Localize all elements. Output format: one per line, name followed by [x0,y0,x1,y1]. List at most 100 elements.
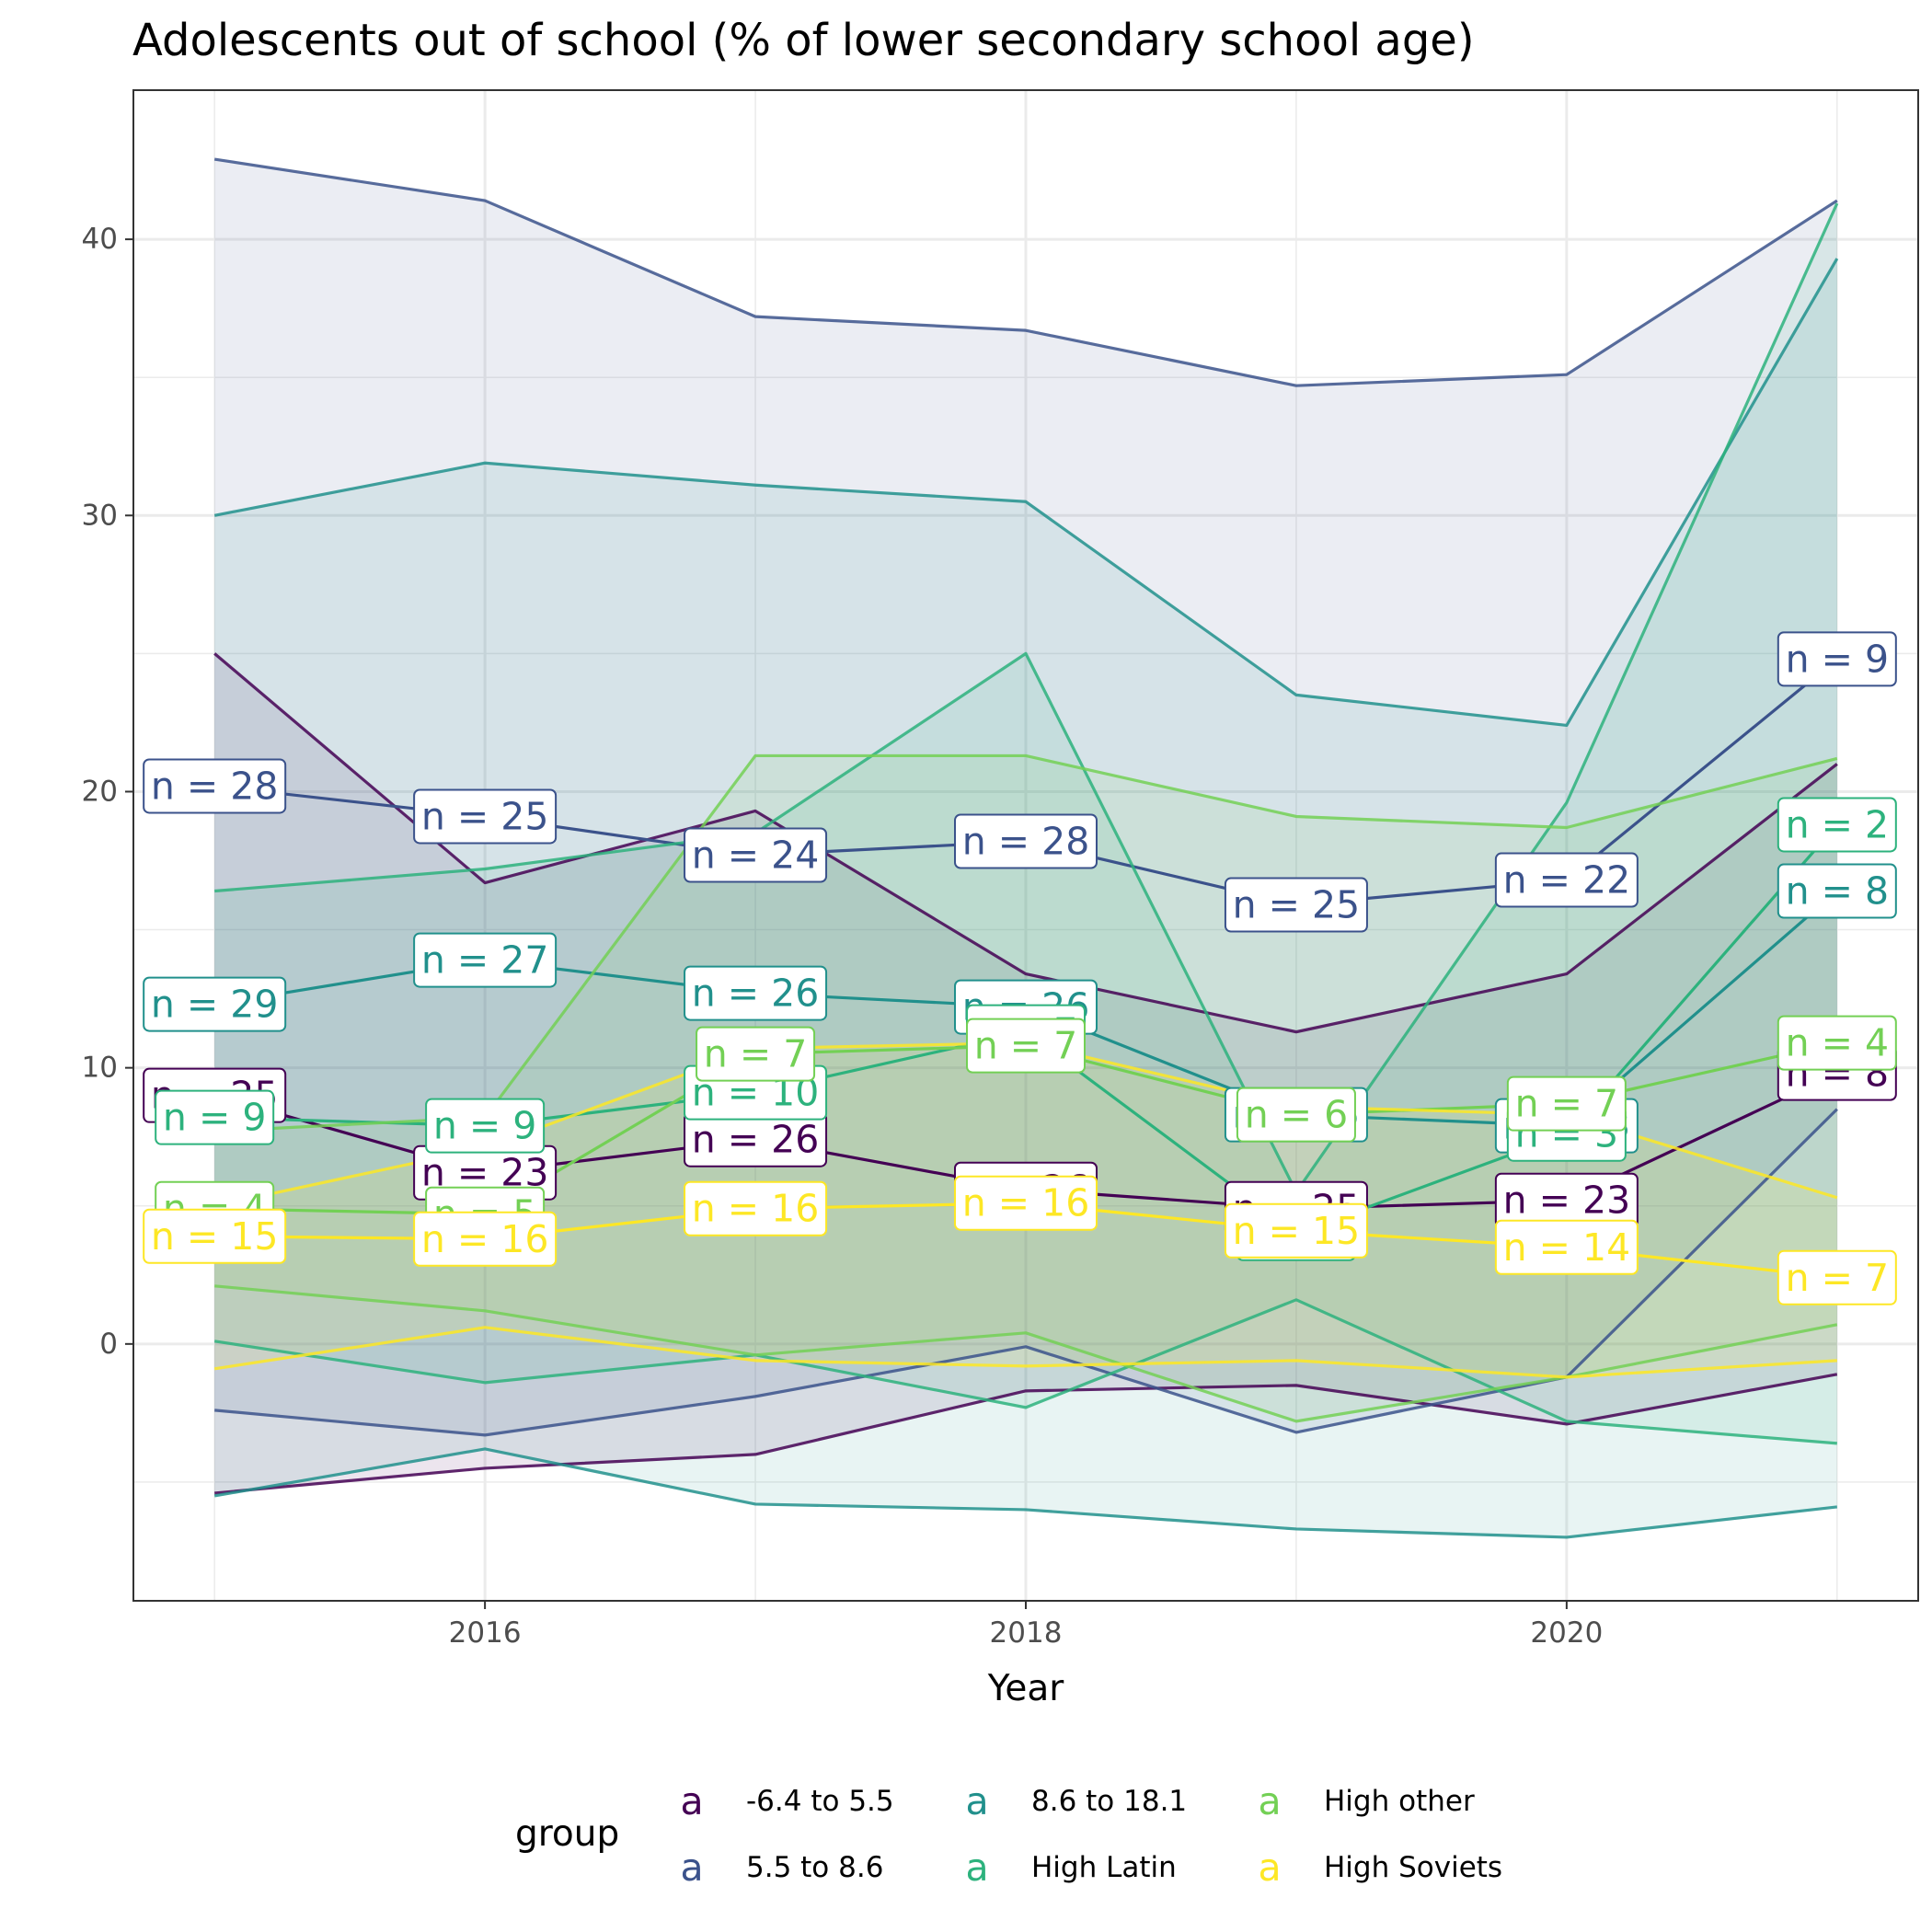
legend-item: a High Soviets [1258,1846,1502,1890]
n-label-box [696,1026,816,1082]
n-label: n = 16 [684,1180,828,1236]
n-label: n = 29 [143,976,287,1032]
n-label: n = 15 [1224,1202,1368,1259]
n-label: n = 22 [1494,852,1639,908]
ribbon [214,159,1837,1435]
lower-line [213,1447,1837,1539]
legend-label: High other [1324,1785,1475,1818]
n-label-box [1224,877,1368,933]
n-label: n = 14 [1494,1219,1639,1275]
n-label: n = 7 [966,1018,1086,1074]
n-label: n = 26 [684,1111,828,1167]
n-label-text: n = 6 [1245,1093,1349,1137]
n-label-box [1224,1202,1368,1259]
n-label-text: n = 9 [433,1104,537,1148]
n-label: n = 4 [1777,1015,1897,1071]
n-label-text: n = 7 [1515,1082,1619,1126]
x-tick-label: 2018 [990,1616,1063,1650]
n-label-box [1494,852,1639,908]
n-label-box [1777,863,1897,919]
x-tick-label: 2020 [1530,1616,1603,1650]
n-label-box [155,1089,275,1145]
legend-item: a High other [1258,1779,1475,1823]
n-label-text: n = 9 [1786,637,1890,681]
legend-item: a 8.6 to 18.1 [965,1779,1187,1823]
n-label: n = 16 [413,1211,558,1267]
n-label-text: n = 14 [1503,1225,1631,1270]
n-label-box [1777,1015,1897,1071]
n-label: n = 7 [1506,1075,1627,1132]
x-axis-title: Year [987,1668,1065,1709]
n-label-box [143,1208,287,1264]
upper-line [213,157,1838,387]
n-label-text: n = 2 [1786,802,1890,846]
n-label-text: n = 4 [1786,1021,1890,1065]
legend-label: 5.5 to 8.6 [746,1851,883,1884]
ribbon [214,653,1837,1493]
n-label: n = 9 [425,1098,546,1154]
n-label-box [1494,1219,1639,1275]
n-label: n = 26 [684,965,828,1021]
legend-items: a -6.4 to 5.5 a 5.5 to 8.6 a 8.6 to 18.1 a High… [680,1779,1502,1890]
n-label: n = 8 [1777,863,1897,919]
x-tick-label: 2016 [449,1616,522,1650]
n-label-text: n = 27 [421,938,549,983]
upper-line [213,258,1839,728]
n-label: n = 27 [413,932,558,988]
n-label-text: n = 26 [692,972,820,1016]
legend-key: a [1258,1846,1281,1890]
n-label-box [143,758,287,814]
legend-key: a [680,1779,703,1823]
legend-label: High Latin [1031,1851,1177,1884]
legend-key: a [1258,1779,1281,1823]
n-label-box [413,1211,558,1267]
lower-line [214,1373,1838,1495]
n-label: n = 23 [1494,1172,1639,1228]
n-label-box [684,827,828,883]
chart-title: Adolescents out of school (% of lower se… [132,15,1475,66]
n-label: n = 25 [1224,877,1368,933]
n-label-text: n = 22 [1503,858,1631,903]
n-label-text: n = 16 [962,1181,1090,1225]
legend-key: a [680,1846,703,1890]
legend-key: a [965,1846,988,1890]
n-label: n = 7 [696,1026,816,1082]
n-label-box [954,813,1098,869]
n-label-text: n = 28 [962,819,1090,863]
legend-key: a [965,1779,988,1823]
n-label: n = 9 [155,1089,275,1145]
n-label-box [1777,797,1897,853]
n-label-text: n = 28 [151,764,279,808]
y-tick-label: 10 [82,1052,118,1085]
n-label-box [1506,1075,1627,1132]
legend-item: a High Latin [965,1846,1176,1890]
lower-line [213,1326,1837,1379]
n-label: n = 25 [413,788,558,845]
n-label: n = 7 [1777,1249,1897,1305]
n-label-text: n = 26 [692,1118,820,1162]
n-label-box [1777,1249,1897,1305]
n-label-text: n = 16 [692,1187,820,1231]
n-label-text: n = 24 [692,834,820,878]
y-tick-label: 20 [82,775,118,808]
n-label-box [143,976,287,1032]
n-label-text: n = 7 [704,1032,808,1076]
n-label-text: n = 7 [974,1024,1078,1068]
n-label-box [684,1180,828,1236]
n-label-text: n = 15 [151,1214,279,1259]
n-label-text: n = 25 [421,794,549,838]
n-label-text: n = 7 [1786,1256,1890,1300]
legend-item: a -6.4 to 5.5 [680,1779,893,1823]
lower-line [213,1298,1837,1445]
ribbon [214,755,1837,1421]
n-label: n = 28 [143,758,287,814]
n-label-text: n = 29 [151,983,279,1027]
y-tick-label: 0 [99,1328,118,1361]
n-label-text: n = 16 [421,1217,549,1261]
n-label-text: n = 9 [163,1096,267,1140]
n-label-text: n = 25 [1233,883,1361,927]
n-label: n = 28 [954,813,1098,869]
n-label-box [954,1175,1098,1231]
upper-line [214,202,1839,1194]
